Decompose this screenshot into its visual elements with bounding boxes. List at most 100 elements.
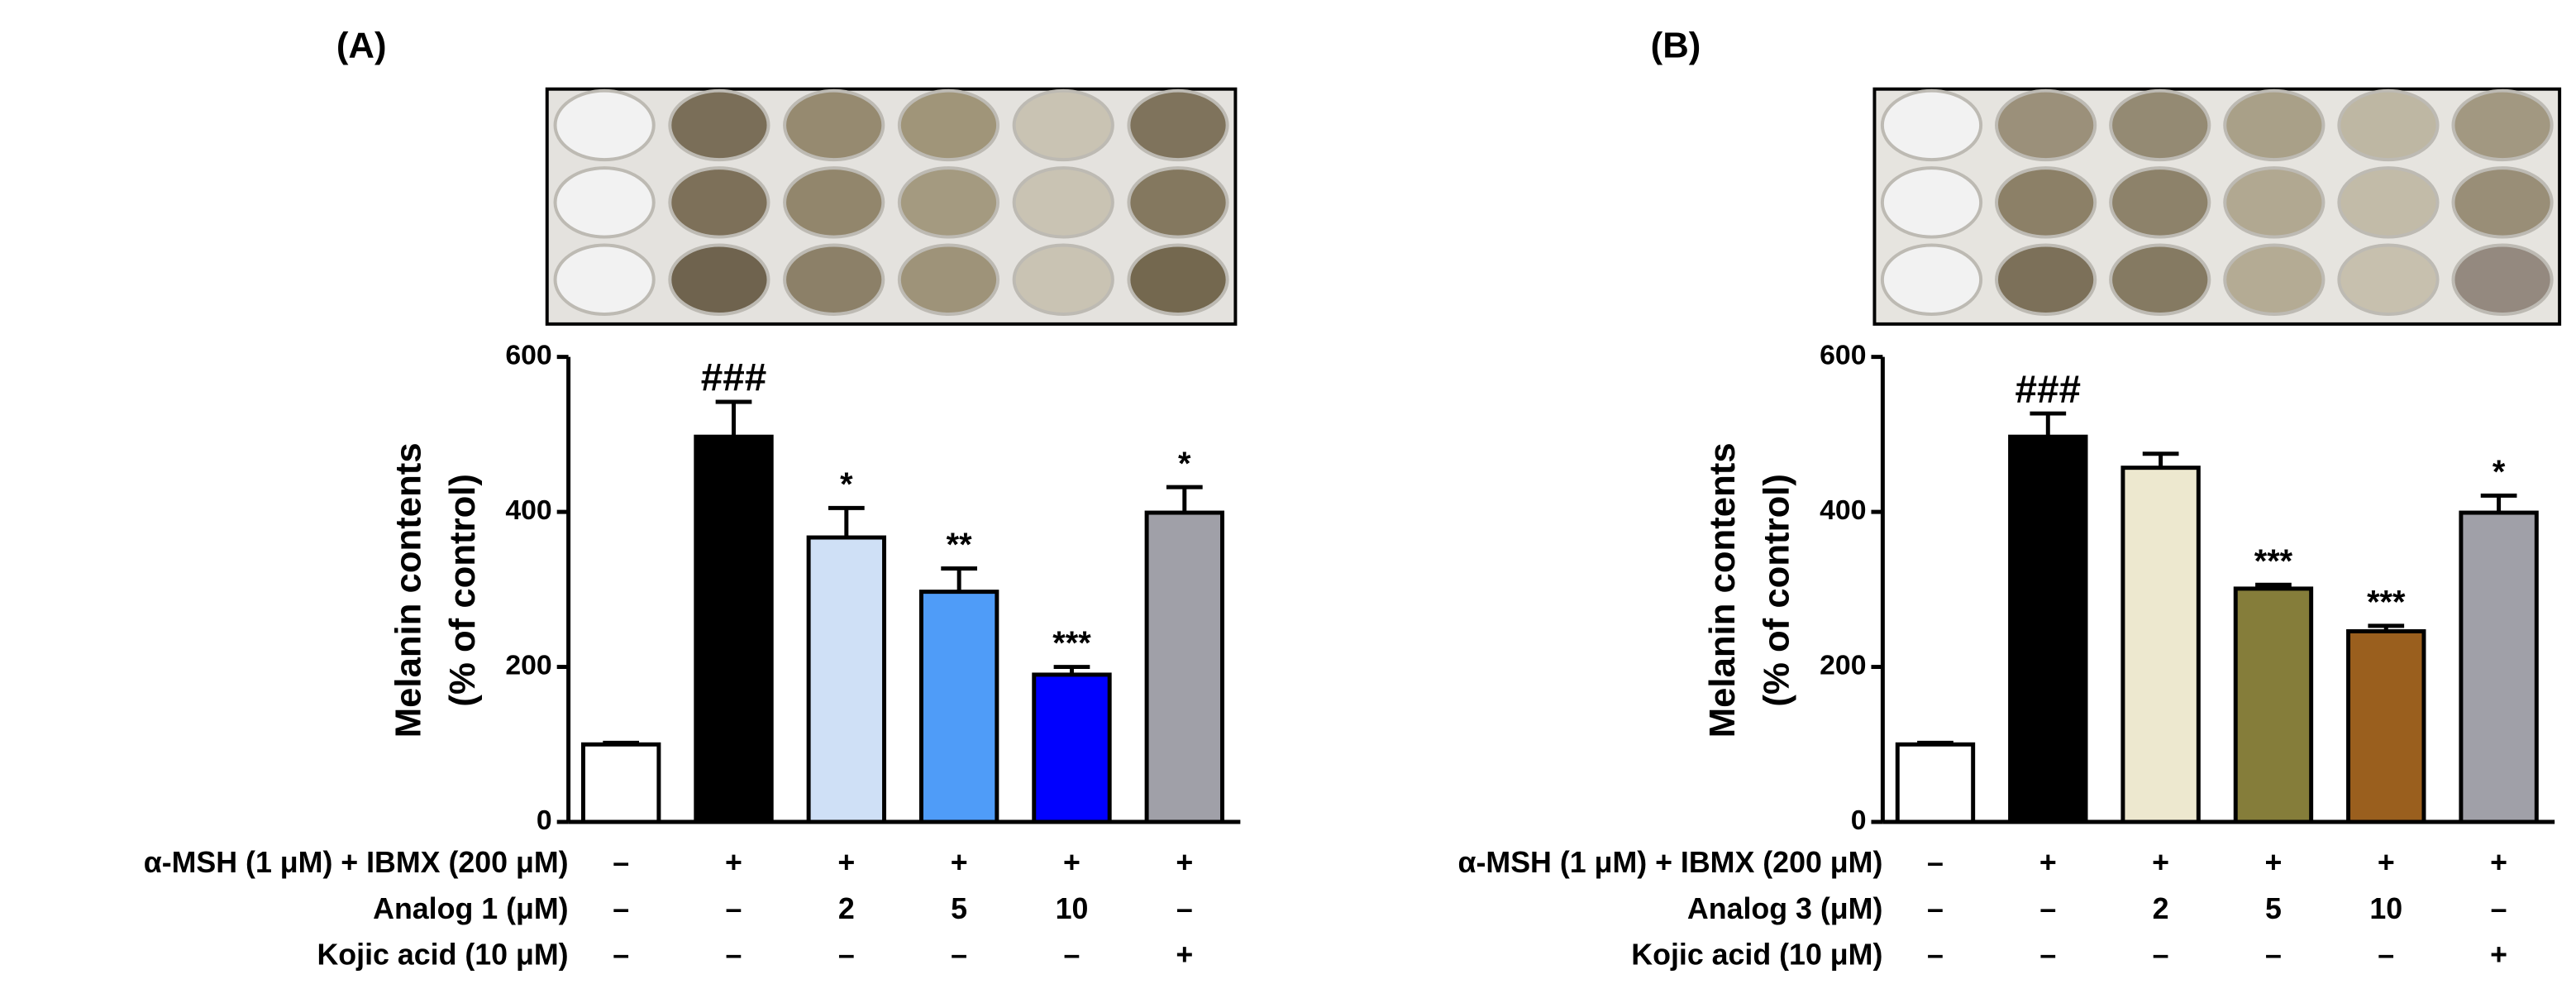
well — [2109, 243, 2211, 316]
treatment-label: α-MSH (1 μM) + IBMX (200 μM) — [144, 846, 569, 879]
y-axis-label: (% of control) — [442, 474, 483, 707]
treatment-cell: + — [2490, 938, 2507, 971]
y-tick-label: 400 — [1820, 494, 1866, 526]
treatment-cell: – — [2265, 938, 2282, 971]
significance-label: ### — [701, 356, 767, 400]
treatment-cell: – — [2153, 938, 2169, 971]
well — [2109, 166, 2211, 239]
bar — [2008, 434, 2088, 824]
treatment-cell: – — [613, 846, 629, 879]
well — [2223, 243, 2326, 316]
y-axis-label: Melanin contents — [388, 442, 428, 738]
bar — [694, 434, 774, 824]
treatment-cell: – — [2039, 892, 2056, 925]
treatment-cell: – — [951, 938, 967, 971]
y-tick-label: 600 — [505, 340, 551, 371]
treatment-cell: + — [951, 846, 968, 879]
bar — [2459, 510, 2539, 824]
y-tick-label: 600 — [1820, 340, 1866, 371]
treatment-cell: + — [2265, 846, 2283, 879]
treatment-cell: + — [725, 846, 742, 879]
well — [1880, 88, 1983, 162]
treatment-cell: – — [726, 938, 742, 971]
treatment-cell: 2 — [838, 892, 855, 925]
significance-label: *** — [1052, 625, 1091, 662]
well — [1127, 88, 1229, 162]
well — [1012, 243, 1114, 316]
treatment-label: α-MSH (1 μM) + IBMX (200 μM) — [1458, 846, 1883, 879]
treatment-cell: + — [2378, 846, 2395, 879]
significance-label: * — [1178, 446, 1191, 482]
well — [1880, 166, 1983, 239]
y-tick-label: 200 — [1820, 649, 1866, 681]
treatment-label: Analog 1 (μM) — [373, 892, 568, 925]
well — [553, 243, 656, 316]
well — [2223, 166, 2326, 239]
well — [1012, 88, 1114, 162]
bar — [1032, 672, 1112, 824]
y-tick-label: 400 — [505, 494, 551, 526]
y-tick-label: 0 — [1851, 805, 1867, 836]
treatment-cell: – — [1927, 846, 1944, 879]
well — [2223, 88, 2326, 162]
well — [783, 166, 885, 239]
bar — [2120, 466, 2201, 824]
well — [783, 243, 885, 316]
treatment-cell: + — [2152, 846, 2169, 879]
treatment-cell: – — [726, 892, 742, 925]
treatment-cell: – — [1927, 938, 1944, 971]
well — [2109, 88, 2211, 162]
treatment-cell: + — [1176, 938, 1193, 971]
treatment-cell: – — [1927, 892, 1944, 925]
well — [783, 88, 885, 162]
significance-label: *** — [2254, 543, 2293, 580]
panel-title: (B) — [1651, 26, 1701, 66]
treatment-cell: + — [2490, 846, 2507, 879]
well — [1995, 166, 2097, 239]
well — [1012, 166, 1114, 239]
well — [897, 243, 1000, 316]
treatment-cell: + — [1176, 846, 1193, 879]
treatment-cell: – — [1064, 938, 1080, 971]
well — [2337, 88, 2440, 162]
treatment-cell: 2 — [2153, 892, 2169, 925]
treatment-cell: + — [837, 846, 855, 879]
y-axis-label: (% of control) — [1757, 474, 1797, 707]
bar — [1895, 742, 1976, 824]
bar — [2233, 586, 2314, 824]
well-plate — [545, 87, 2562, 326]
well — [1995, 243, 2097, 316]
bar — [580, 742, 661, 824]
treatment-cell: + — [1063, 846, 1080, 879]
well — [1995, 88, 2097, 162]
treatment-cell: – — [613, 892, 629, 925]
bar — [2346, 628, 2426, 824]
well — [1880, 243, 1983, 316]
well — [2337, 243, 2440, 316]
well — [668, 88, 770, 162]
treatment-cell: 5 — [2265, 892, 2282, 925]
well — [2451, 88, 2554, 162]
significance-label: *** — [2367, 585, 2406, 621]
well — [668, 166, 770, 239]
treatment-cell: – — [2491, 892, 2507, 925]
treatment-cell: – — [2378, 938, 2394, 971]
y-tick-label: 200 — [505, 649, 551, 681]
well — [553, 166, 656, 239]
significance-label: * — [840, 466, 853, 503]
panel-title: (A) — [336, 26, 387, 66]
well — [668, 243, 770, 316]
treatment-cell: 5 — [951, 892, 967, 925]
treatment-cell: 10 — [2369, 892, 2402, 925]
treatment-label: Kojic acid (10 μM) — [1631, 938, 1882, 971]
well — [897, 166, 1000, 239]
significance-label: * — [2493, 454, 2506, 490]
y-axis-label: Melanin contents — [1702, 442, 1743, 738]
bar — [806, 535, 887, 824]
well — [2451, 243, 2554, 316]
well — [2451, 166, 2554, 239]
treatment-cell: 10 — [1056, 892, 1089, 925]
treatment-label: Analog 3 (μM) — [1687, 892, 1882, 925]
bar — [918, 590, 999, 824]
